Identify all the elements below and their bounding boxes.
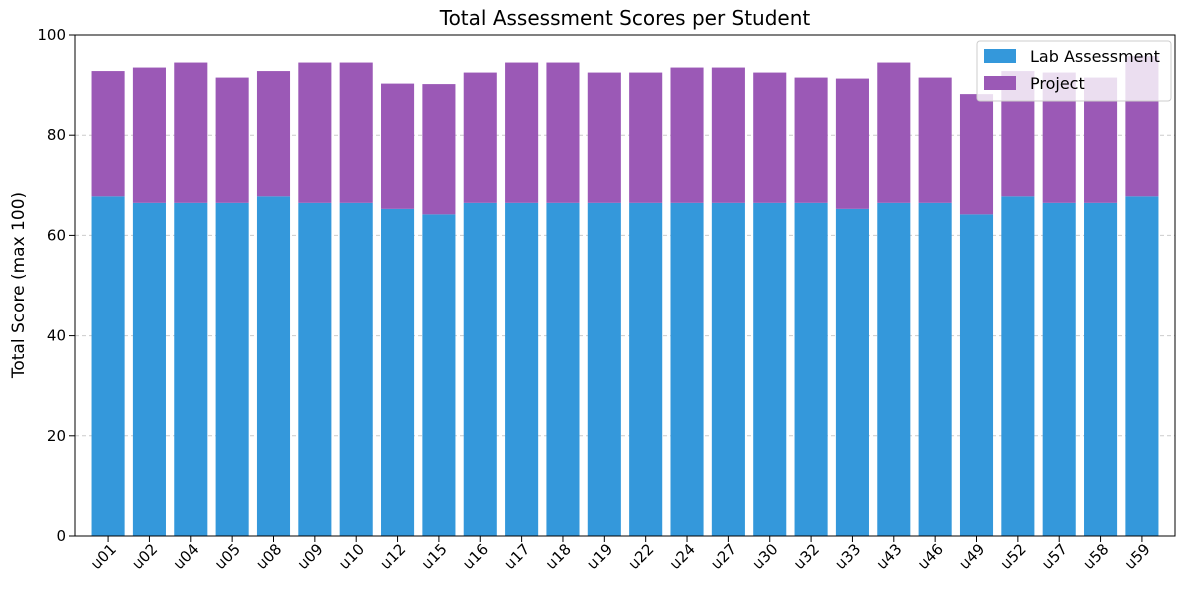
bar-u17-series-1 [505, 62, 539, 203]
bar-u16-series-0 [463, 202, 497, 536]
bar-u49-series-1 [959, 94, 994, 215]
legend-box [976, 40, 1172, 102]
bar-u27-series-1 [711, 67, 745, 203]
bar-u05-series-0 [215, 202, 249, 536]
x-tick-label-u09: u09 [294, 540, 327, 573]
bar-u16-series-1 [463, 72, 497, 203]
y-tick-label-40: 40 [47, 327, 66, 345]
bar-u27-series-0 [711, 202, 745, 536]
x-tick-label-u08: u08 [252, 540, 285, 573]
x-tick-label-u24: u24 [666, 540, 699, 573]
x-tick-label-u33: u33 [831, 540, 864, 573]
bar-u02-series-0 [132, 202, 166, 536]
bar-u22-series-0 [629, 202, 663, 536]
x-tick-label-u01: u01 [87, 540, 120, 573]
bar-u02-series-1 [132, 67, 166, 203]
bar-u24-series-1 [670, 67, 704, 203]
bar-u24-series-0 [670, 202, 704, 536]
legend-label-1: Project [1030, 74, 1085, 93]
bar-u08-series-0 [256, 196, 291, 536]
bars-layer [91, 56, 1159, 537]
bar-u04-series-0 [174, 202, 208, 536]
bar-u30-series-0 [753, 202, 787, 536]
x-tick-label-u12: u12 [376, 540, 409, 573]
x-tick-label-u43: u43 [873, 540, 906, 573]
y-tick-label-80: 80 [47, 126, 66, 144]
legend: Lab Assessment Project [976, 40, 1172, 102]
x-tick-label-u46: u46 [914, 540, 947, 573]
bar-u15-series-1 [422, 84, 456, 215]
x-tick-label-u02: u02 [128, 540, 161, 573]
bar-u05-series-1 [215, 77, 249, 203]
bar-u01-series-1 [91, 71, 125, 197]
legend-swatch-0 [984, 49, 1016, 63]
bar-u04-series-1 [174, 62, 208, 203]
bar-u01-series-0 [91, 196, 125, 536]
bar-u43-series-1 [877, 62, 911, 203]
x-tick-label-u19: u19 [583, 540, 616, 573]
bar-u15-series-0 [422, 214, 456, 536]
x-tick-label-u17: u17 [500, 540, 533, 573]
bar-u32-series-1 [794, 77, 828, 203]
bar-u59-series-0 [1125, 196, 1159, 536]
bar-u32-series-0 [794, 202, 828, 536]
x-tick-label-u27: u27 [707, 540, 740, 573]
x-tick-label-u32: u32 [790, 540, 823, 573]
x-tick-label-u18: u18 [542, 540, 575, 573]
bar-u18-series-1 [546, 62, 580, 203]
x-tick-label-u52: u52 [997, 540, 1030, 573]
x-tick-label-u16: u16 [459, 540, 492, 573]
bar-u43-series-0 [877, 202, 911, 536]
y-axis-title: Total Score (max 100) [9, 192, 29, 379]
legend-label-0: Lab Assessment [1030, 47, 1160, 66]
bar-u52-series-0 [1001, 196, 1035, 536]
bar-u30-series-1 [753, 72, 787, 203]
y-tick-label-0: 0 [56, 527, 66, 545]
x-tick-label-u05: u05 [211, 540, 244, 573]
bar-u33-series-0 [835, 208, 869, 537]
bar-u10-series-0 [339, 202, 373, 536]
x-tick-label-u49: u49 [955, 540, 988, 573]
bar-u12-series-1 [381, 83, 415, 209]
bar-u10-series-1 [339, 62, 373, 203]
y-tick-label-20: 20 [47, 427, 66, 445]
x-tick-label-u10: u10 [335, 540, 368, 573]
bar-u46-series-1 [918, 77, 952, 203]
bar-u09-series-0 [298, 202, 332, 536]
bar-u12-series-0 [381, 208, 415, 537]
bar-u09-series-1 [298, 62, 332, 203]
x-tick-label-u04: u04 [170, 540, 203, 573]
y-tick-label-100: 100 [37, 26, 66, 44]
x-tick-label-u59: u59 [1121, 540, 1154, 573]
bar-u19-series-0 [587, 202, 621, 536]
bar-u22-series-1 [629, 72, 663, 203]
x-tick-label-u58: u58 [1079, 540, 1112, 573]
bar-u17-series-0 [505, 202, 539, 536]
x-tick-label-u57: u57 [1038, 540, 1071, 573]
bar-u18-series-0 [546, 202, 580, 536]
y-tick-label-60: 60 [47, 226, 66, 244]
x-tick-label-u15: u15 [418, 540, 451, 573]
chart-title: Total Assessment Scores per Student [439, 6, 811, 30]
bar-u19-series-1 [587, 72, 621, 203]
bar-u46-series-0 [918, 202, 952, 536]
bar-u57-series-0 [1042, 202, 1076, 536]
x-tick-label-u30: u30 [749, 540, 782, 573]
bar-u33-series-1 [835, 78, 869, 209]
bar-u58-series-0 [1084, 202, 1118, 536]
legend-swatch-1 [984, 76, 1016, 90]
plot-frame [74, 34, 1176, 537]
bar-u08-series-1 [256, 71, 291, 197]
bar-u49-series-0 [959, 214, 994, 536]
x-tick-label-u22: u22 [625, 540, 658, 573]
